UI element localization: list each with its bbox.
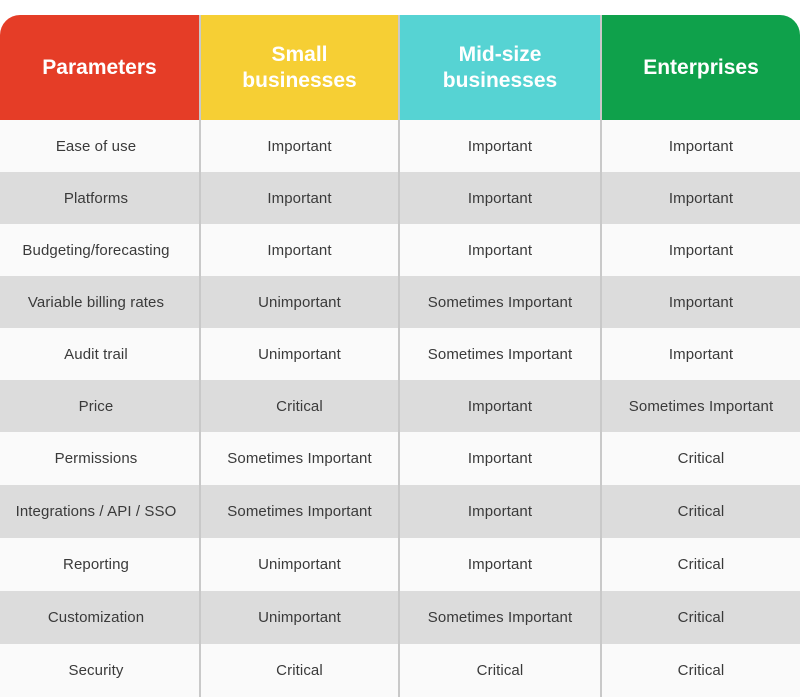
cell-mid: Important [467, 189, 533, 207]
cell-small: Unimportant [258, 556, 341, 573]
cell-parameter: Audit trail [64, 345, 128, 363]
cell-parameter: Customization [47, 609, 145, 626]
cell-enterprise: Critical [677, 450, 725, 467]
cell-small: Critical [276, 662, 323, 679]
table-row: Budgeting/forecasting Important Importan… [0, 224, 800, 276]
cell-enterprise: Sometimes Important [628, 397, 774, 415]
column-divider [398, 15, 400, 697]
table-row: Price Critical Important Sometimes Impor… [0, 380, 800, 432]
cell-mid: Sometimes Important [427, 293, 573, 311]
cell-enterprise: Important [668, 189, 734, 207]
cell-small: Important [267, 241, 332, 259]
column-divider [199, 15, 201, 697]
column-divider [600, 15, 602, 697]
cell-small: Sometimes Important [227, 503, 372, 520]
comparison-table: Parameters Small businesses Mid-size bus… [0, 15, 800, 697]
header-small-businesses: Small businesses [201, 15, 398, 120]
cell-mid: Important [467, 397, 533, 415]
cell-parameter: Integrations / API / SSO [15, 503, 177, 520]
table-row: Variable billing rates Unimportant Somet… [0, 276, 800, 328]
cell-small: Unimportant [258, 609, 341, 626]
cell-parameter: Ease of use [55, 137, 137, 155]
cell-enterprise: Important [668, 241, 734, 259]
table-row: Permissions Sometimes Important Importan… [0, 432, 800, 485]
cell-parameter: Platforms [63, 189, 129, 207]
table-body: Ease of use Important Important Importan… [0, 120, 800, 697]
cell-small: Critical [276, 397, 323, 415]
cell-mid: Critical [476, 662, 524, 679]
cell-enterprise: Critical [677, 609, 725, 626]
cell-parameter: Variable billing rates [27, 293, 165, 311]
table-row: Audit trail Unimportant Sometimes Import… [0, 328, 800, 380]
cell-small: Unimportant [258, 293, 341, 311]
header-mid-size-businesses: Mid-size businesses [400, 15, 600, 120]
cell-mid: Sometimes Important [427, 345, 573, 363]
cell-mid: Important [467, 450, 533, 467]
table-row: Integrations / API / SSO Sometimes Impor… [0, 485, 800, 538]
cell-small: Important [267, 189, 332, 207]
cell-small: Sometimes Important [227, 450, 372, 467]
table-row: Platforms Important Important Important [0, 172, 800, 224]
cell-mid: Important [467, 137, 533, 155]
cell-enterprise: Critical [677, 662, 725, 679]
cell-parameter: Security [68, 662, 124, 679]
cell-enterprise: Important [668, 293, 734, 311]
cell-enterprise: Critical [677, 503, 725, 520]
header-parameters: Parameters [0, 15, 199, 120]
table-row: Security Critical Critical Critical [0, 644, 800, 697]
cell-mid: Sometimes Important [427, 609, 573, 626]
cell-enterprise: Important [668, 137, 734, 155]
cell-parameter: Price [78, 397, 114, 415]
table-row: Reporting Unimportant Important Critical [0, 538, 800, 591]
table-row: Customization Unimportant Sometimes Impo… [0, 591, 800, 644]
cell-parameter: Reporting [63, 556, 129, 573]
table-row: Ease of use Important Important Importan… [0, 120, 800, 172]
cell-mid: Important [467, 503, 533, 520]
cell-enterprise: Important [668, 345, 734, 363]
cell-small: Unimportant [258, 345, 341, 363]
header-enterprises: Enterprises [602, 15, 800, 120]
cell-parameter: Budgeting/forecasting [22, 241, 170, 259]
table-header: Parameters Small businesses Mid-size bus… [0, 15, 800, 120]
cell-enterprise: Critical [677, 556, 725, 573]
cell-mid: Important [467, 556, 533, 573]
cell-small: Important [267, 137, 332, 155]
cell-mid: Important [467, 241, 533, 259]
cell-parameter: Permissions [54, 450, 138, 467]
